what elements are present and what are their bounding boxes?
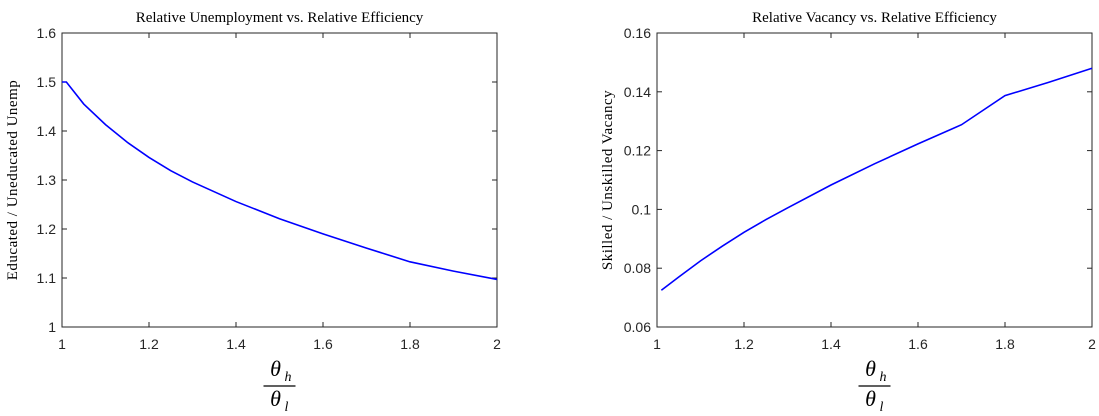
x-tick-label: 1.6 bbox=[313, 336, 333, 352]
y-tick-label: 1.4 bbox=[37, 123, 57, 139]
x-tick-label: 1.6 bbox=[908, 336, 928, 352]
x-tick-label: 1.4 bbox=[226, 336, 246, 352]
y-axis-label: Educated / Uneducated Unemp bbox=[5, 80, 21, 281]
y-axis-label: Skilled / Unskilled Vacancy bbox=[600, 90, 616, 270]
x-tick-label: 1.2 bbox=[734, 336, 754, 352]
x-tick-label: 2 bbox=[493, 336, 501, 352]
x-label-denominator-symbol: θ bbox=[270, 386, 281, 411]
x-label-numerator-subscript: h bbox=[285, 370, 292, 385]
x-label-denominator-subscript: l bbox=[285, 400, 289, 415]
x-label-denominator-symbol: θ bbox=[865, 386, 876, 411]
plot-area-frame bbox=[61, 32, 498, 328]
x-tick-label: 1 bbox=[58, 336, 66, 352]
y-tick-label: 0.16 bbox=[624, 25, 651, 41]
x-label-numerator-symbol: θ bbox=[865, 356, 876, 381]
series-line bbox=[62, 81, 498, 281]
y-tick-label: 0.06 bbox=[624, 319, 651, 335]
x-axis-label-fraction: θ hθ l bbox=[858, 356, 891, 415]
y-tick-label: 1 bbox=[48, 319, 56, 335]
chart-title: Relative Unemployment vs. Relative Effic… bbox=[136, 10, 424, 26]
x-label-numerator-subscript: h bbox=[880, 370, 887, 385]
series-line bbox=[660, 67, 1093, 291]
y-tick-label: 0.14 bbox=[624, 84, 651, 100]
x-tick-label: 2 bbox=[1088, 336, 1096, 352]
x-label-denominator-subscript: l bbox=[880, 400, 884, 415]
x-label-numerator-symbol: θ bbox=[270, 356, 281, 381]
plot-area-frame bbox=[656, 32, 1093, 328]
x-tick-label: 1.2 bbox=[139, 336, 159, 352]
y-tick-label: 0.1 bbox=[632, 201, 652, 217]
y-tick-label: 0.08 bbox=[624, 260, 651, 276]
y-tick-label: 1.2 bbox=[37, 221, 57, 237]
x-tick-label: 1.8 bbox=[400, 336, 420, 352]
y-tick-label: 0.12 bbox=[624, 143, 651, 159]
x-tick-label: 1.4 bbox=[821, 336, 841, 352]
x-tick-label: 1.8 bbox=[995, 336, 1015, 352]
x-axis-label-fraction: θ hθ l bbox=[263, 356, 296, 415]
chart-title: Relative Vacancy vs. Relative Efficiency bbox=[752, 10, 997, 26]
left-chart-panel: Relative Unemployment vs. Relative Effic… bbox=[5, 10, 501, 415]
y-tick-label: 1.1 bbox=[37, 270, 57, 286]
y-tick-label: 1.6 bbox=[37, 25, 57, 41]
x-tick-label: 1 bbox=[653, 336, 661, 352]
y-tick-label: 1.3 bbox=[37, 172, 57, 188]
right-chart-panel: Relative Vacancy vs. Relative Efficiency… bbox=[600, 10, 1096, 415]
y-tick-label: 1.5 bbox=[37, 74, 57, 90]
